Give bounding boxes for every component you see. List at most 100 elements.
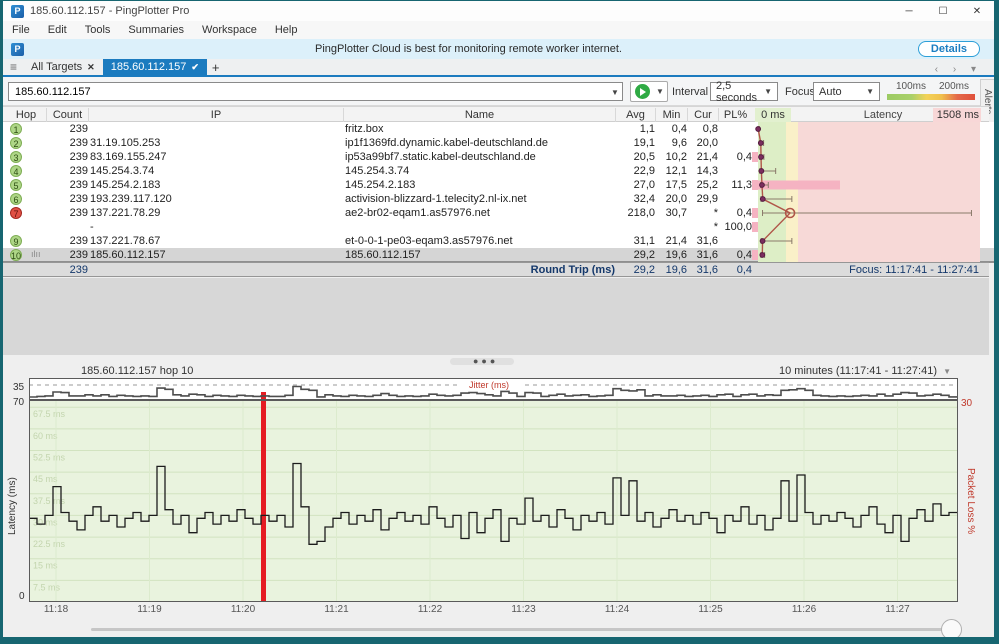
time-tick-label: 11:24 [605,604,629,615]
window-title: 185.60.112.157 - PingPlotter Pro [30,5,189,17]
cell: 239 [46,136,88,150]
address-dropdown-icon[interactable]: ▼ [611,88,619,97]
time-tick-label: 11:21 [324,604,348,615]
cell [46,220,88,234]
menu-summaries[interactable]: Summaries [119,24,193,36]
col-name[interactable]: Name [343,108,615,122]
cell: 19,6 [655,248,687,262]
cell: 20,0 [655,192,687,206]
round-trip-row: 239 Round Trip (ms) 29,2 19,6 31,6 0,4 F… [3,262,989,277]
cell: 10,2 [655,150,687,164]
cell: 239 [46,192,88,206]
cell: 0,4 [718,248,752,262]
focus-label: Focus [785,86,815,98]
cell: 27,0 [615,178,655,192]
play-icon [635,84,650,99]
cell: 31.19.105.253 [90,136,343,150]
table-header: Hop Count IP Name Avg Min Cur PL% 0 ms L… [3,106,989,122]
time-tick-label: 11:27 [885,604,909,615]
col-pl[interactable]: PL% [718,108,752,122]
menu-tools[interactable]: Tools [76,24,120,36]
chevron-down-icon[interactable]: ▼ [943,367,951,376]
tab-nav-arrows[interactable]: ‹ › ▾ [935,64,982,75]
scale-200ms-label: 200ms [939,81,969,92]
cell [718,192,752,206]
cell [718,234,752,248]
cell: 30,7 [655,206,687,220]
focus-value: Auto [819,86,842,98]
cell: 145.254.2.183 [345,178,615,192]
toolbar: ▼ ▼ Interval 2,5 seconds▼ Focus Auto▼ 10… [3,77,994,106]
cell: 239 [46,164,88,178]
col-min[interactable]: Min [655,108,687,122]
menu-help[interactable]: Help [266,24,307,36]
latency-title: Latency [823,108,943,122]
time-tick-label: 11:20 [231,604,255,615]
hop-latency-graph[interactable] [752,122,988,262]
cell: 239 [46,150,88,164]
timeline-scrollbar-track[interactable] [91,628,943,631]
close-button[interactable]: ✕ [960,1,994,21]
details-button[interactable]: Details [918,41,980,57]
time-tick-label: 11:22 [418,604,442,615]
latency-timeline-plot[interactable]: 7.5 ms15 ms22.5 ms30 ms37.5 ms45 ms52.5 … [29,400,958,602]
timeline-title: 185.60.112.157 hop 10 [81,365,193,377]
svg-text:67.5 ms: 67.5 ms [33,409,66,419]
cell: 0,8 [687,122,718,136]
col-avg[interactable]: Avg [615,108,655,122]
target-address-input[interactable] [8,82,623,101]
tab-check-icon: ✔ [191,62,199,73]
latency-axis-label: Latency (ms) [7,461,21,551]
menu-edit[interactable]: Edit [39,24,76,36]
banner-text: PingPlotter Cloud is best for monitoring… [3,43,934,55]
menu-workspace[interactable]: Workspace [193,24,266,36]
cell: 185.60.112.157 [345,248,615,262]
cell: 0,4 [655,122,687,136]
maximize-button[interactable]: ☐ [926,1,960,21]
svg-text:15 ms: 15 ms [33,561,58,571]
time-tick-label: 11:26 [792,604,816,615]
latency-axis-min: 0 [19,591,25,602]
app-window: P 185.60.112.157 - PingPlotter Pro ─ ☐ ✕… [0,0,999,644]
time-tick-label: 11:25 [698,604,722,615]
latency-axis-max: 70 [13,397,24,408]
tab-all-targets-label: All Targets [31,61,82,73]
cell: 137.221.78.29 [90,206,343,220]
close-tab-icon[interactable]: ✕ [87,62,95,73]
jitter-axis-max: 35 [13,382,24,393]
col-hop[interactable]: Hop [6,108,46,122]
cloud-banner: P PingPlotter Cloud is best for monitori… [3,39,994,59]
time-tick-label: 11:18 [44,604,68,615]
scale-100ms-label: 100ms [896,81,926,92]
cell: 22,9 [615,164,655,178]
tab-active-target[interactable]: 185.60.112.157 ✔ [103,59,207,75]
cell: 31,6 [687,248,718,262]
col-count[interactable]: Count [46,108,88,122]
cell: 29,2 [615,248,655,262]
svg-text:45 ms: 45 ms [33,474,58,484]
start-options-button[interactable]: ▼ [653,81,668,102]
new-tab-button[interactable]: + [212,60,220,75]
hamburger-icon[interactable]: ≡ [10,60,17,74]
col-ip[interactable]: IP [88,108,343,122]
latency-scale-gradient [887,94,975,100]
tab-all-targets[interactable]: All Targets ✕ [23,59,103,75]
cell: et-0-0-1-pe03-eqam3.as57976.net [345,234,615,248]
timeline-range-select[interactable]: 10 minutes (11:17:41 - 11:27:41) [779,365,937,377]
hop-status-badge: 4 [10,165,22,177]
interval-select[interactable]: 2,5 seconds▼ [710,82,778,101]
focus-select[interactable]: Auto▼ [813,82,880,101]
cell: 239 [46,234,88,248]
focus-range-label: Focus: 11:17:41 - 11:27:41 [849,263,979,277]
timeline-scrollbar-thumb[interactable] [941,619,962,640]
jitter-band[interactable]: Jitter (ms) [29,378,958,400]
col-cur[interactable]: Cur [687,108,718,122]
cell [345,220,615,234]
minimize-button[interactable]: ─ [892,1,926,21]
cell: 17,5 [655,178,687,192]
cell: 11,3 [718,178,752,192]
start-trace-button[interactable] [630,81,654,102]
menu-bar: FileEditToolsSummariesWorkspaceHelp [3,21,994,39]
menu-file[interactable]: File [3,24,39,36]
cell [615,220,655,234]
